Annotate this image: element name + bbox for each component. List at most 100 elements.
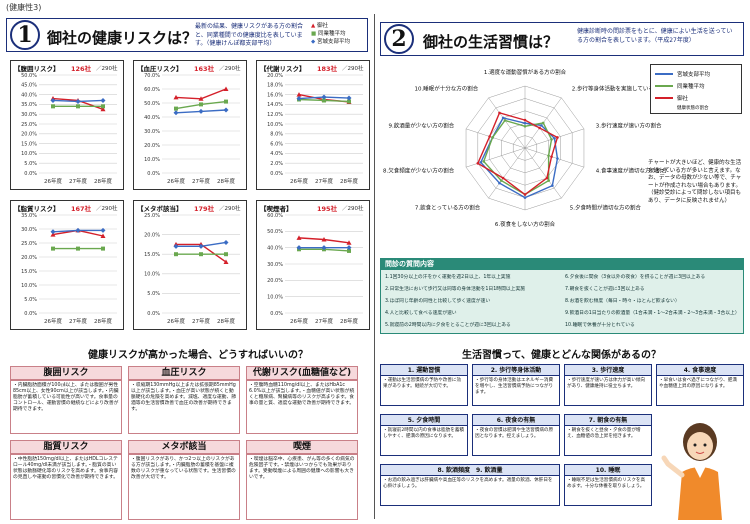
radar-spoke — [465, 147, 526, 168]
radar-spoke — [488, 147, 526, 199]
y-tick-label: 10.0% — [144, 272, 160, 278]
y-tick-label: 20.0% — [267, 73, 283, 79]
radar-axis-label: 1.適度な運動習慣がある方の割合 — [484, 68, 567, 76]
habit-box-title: 4. 食事速度 — [656, 364, 744, 376]
habit-box-body: ・朝食を抜くと昼食・夕食の量が増え、血糖値の急上昇を招きます。 — [564, 426, 652, 456]
habit-box-title: 1. 運動習慣 — [380, 364, 468, 376]
radar-point — [540, 124, 543, 127]
habit-box-body: ・夜食の習慣は肥満や生活習慣病の原因となります。控えましょう。 — [472, 426, 560, 456]
habit-box-body: ・お酒の飲み過ぎは肝臓病や高血圧等のリスクを高めます。適量の飲酒、休肝日を心掛け… — [380, 476, 560, 506]
y-tick-label: 50.0% — [267, 229, 283, 235]
y-tick-label: 60.0% — [144, 87, 160, 93]
chart-title: 【脂質リスク】 — [14, 205, 60, 213]
x-tick-label: 26年度 — [290, 317, 308, 325]
y-tick-label: 0.0% — [147, 171, 160, 177]
y-tick-label: 0.0% — [147, 311, 160, 317]
y-tick-label: 18.0% — [267, 83, 283, 89]
radar-point — [501, 116, 505, 120]
habit-box-title: 8. 飲酒頻度 9. 飲酒量 — [380, 464, 560, 476]
legend-item-industry: ■ 同業種平均 — [311, 31, 346, 37]
chart-plot: 20.0% 18.0% 16.0% 14.0% 12.0% 10.0% 8.0% 6.0% 4.… — [267, 73, 363, 185]
y-tick-label: 35.0% — [21, 213, 37, 219]
right-header: 2 御社の生活習慣は？ 健康診断時の問診票をもとに、健康によい生活を送っている方… — [380, 22, 744, 56]
radar-point — [476, 162, 480, 165]
x-tick-label: 26年度 — [44, 317, 62, 325]
y-tick-label: 15.0% — [21, 141, 37, 147]
risk-box-title: 代謝リスク(血糖値など) — [246, 366, 358, 380]
radar-axis-label: 10.睡眠が十分な方の割合 — [414, 85, 478, 93]
radar-point — [550, 155, 553, 158]
risk-box-title: 脂質リスク — [10, 440, 122, 454]
radar-point — [491, 136, 494, 139]
chart-company-count: 179社 — [194, 205, 215, 213]
questionnaire-item: 7.朝食を抜くことが週に3回以上ある — [565, 287, 645, 292]
data-point — [75, 227, 81, 233]
data-point — [296, 235, 302, 240]
chart-company-count: 167社 — [71, 205, 92, 213]
questionnaire-item: 4.人と比較して食べる速度が速い — [385, 311, 457, 316]
data-point — [100, 233, 106, 238]
data-point — [321, 245, 327, 251]
x-tick-label: 26年度 — [44, 177, 62, 185]
section-number-1: 1 — [10, 20, 40, 50]
y-tick-label: 10.0% — [21, 283, 37, 289]
data-point — [347, 99, 351, 104]
radar-point — [523, 196, 527, 199]
radar-legend: 宮城支部平均 同業種平均 御社 健康状態の割合 — [650, 64, 742, 114]
data-point — [199, 252, 203, 257]
radar-legend-company-swatch — [655, 97, 673, 99]
data-point — [50, 232, 56, 237]
questionnaire-item: 10.睡眠で休養が十分とれている — [565, 323, 635, 328]
data-point — [174, 106, 178, 111]
y-tick-label: 20.0% — [21, 132, 37, 138]
radar-point — [553, 137, 556, 140]
data-point — [100, 227, 106, 233]
left-title: 御社の健康リスクは？ — [47, 29, 198, 47]
data-point — [75, 98, 81, 104]
data-point — [173, 110, 179, 116]
y-tick-label: 50.0% — [21, 73, 37, 79]
x-tick-label: 27年度 — [315, 317, 333, 325]
y-tick-label: 5.0% — [147, 291, 160, 297]
data-point — [322, 98, 326, 103]
data-point — [346, 95, 352, 101]
y-tick-label: 25.0% — [21, 241, 37, 247]
y-tick-label: 50.0% — [144, 101, 160, 107]
y-tick-label: 40.0% — [21, 92, 37, 98]
radar-point — [547, 179, 550, 182]
y-tick-label: 20.0% — [144, 143, 160, 149]
habit-box-title: 10. 睡眠 — [564, 464, 652, 476]
document-tag: (健康性3) — [6, 3, 42, 12]
y-tick-label: 10.0% — [267, 294, 283, 300]
radar-point — [551, 184, 554, 187]
radar-point — [523, 193, 527, 196]
data-point — [224, 252, 228, 257]
radar-axis-label: 6.夜食をしない方の割合 — [495, 220, 556, 228]
y-tick-label: 35.0% — [21, 102, 37, 108]
chart-company-count: 163社 — [194, 65, 215, 73]
y-tick-label: 12.0% — [267, 112, 283, 118]
risk-chart-3: 【代謝リスク】 183社 ／290社 20.0% 18.0% 16.0% 14.0% 12.0… — [256, 60, 370, 190]
radar-point — [550, 138, 553, 141]
chart-title: 【腹囲リスク】 — [14, 65, 60, 73]
risk-box-title: 腹囲リスク — [10, 366, 122, 380]
habit-box-body: ・早食いは食べ過ぎにつながり、肥満や血糖値上昇の原因になります。 — [656, 376, 744, 406]
y-tick-label: 14.0% — [267, 102, 283, 108]
data-point — [173, 243, 179, 249]
chart-plot: 70.0% 60.0% 50.0% 40.0% 30.0% 20.0% 10.0% 0.0% 2… — [144, 73, 240, 185]
risk-box-body: ・収縮期130mmHg以上または拡張期85mmHg以上が該当します。・血圧が高い… — [128, 380, 240, 434]
data-point — [198, 108, 204, 114]
y-tick-label: 40.0% — [144, 115, 160, 121]
radar-point — [547, 154, 550, 157]
radar-point — [501, 176, 505, 180]
chart-plot: 50.0% 45.0% 40.0% 35.0% 30.0% 25.0% 20.0% 15.0%… — [21, 73, 117, 185]
data-point — [101, 104, 105, 109]
chart-company-count: 183社 — [317, 65, 338, 73]
questionnaire-item: 2.日常生活において歩行又は同等の身体活動を1日1時間以上実施 — [385, 287, 526, 292]
habit-box-title: 6. 夜食の有無 — [472, 414, 560, 426]
radar-legend-industry: 同業種平均 — [677, 84, 705, 90]
data-point — [224, 99, 228, 104]
radar-note: チャートが大きいほど、健康的な生活を送っている方が多いと言えます。なお、データの… — [648, 160, 742, 204]
legend-item-company: ▲ 御社 — [311, 23, 328, 29]
risk-chart-6: 【喫煙者】 195社 ／290社 60.0% 50.0% 40.0% 30.0% 20.0% 1… — [256, 200, 370, 330]
